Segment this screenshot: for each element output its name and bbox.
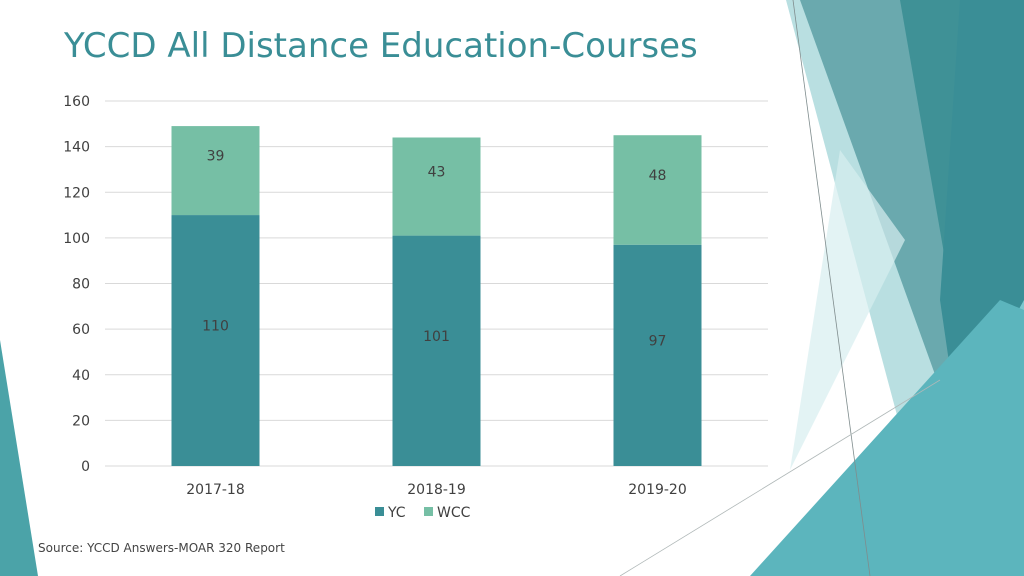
right-panel-lower <box>750 300 1024 576</box>
bar-yc <box>392 235 481 466</box>
y-tick-label: 160 <box>63 94 90 110</box>
y-tick-label: 20 <box>72 413 90 429</box>
data-label: 110 <box>202 319 229 335</box>
bar-yc <box>613 244 702 466</box>
left-edge-shape <box>0 340 38 576</box>
y-tick-label: 140 <box>63 140 90 156</box>
x-tick-label: 2019-20 <box>628 482 687 498</box>
x-tick-label: 2018-19 <box>407 482 466 498</box>
y-tick-label: 0 <box>81 459 90 475</box>
data-label: 39 <box>207 149 225 165</box>
legend-label-yc: YC <box>387 505 406 521</box>
y-tick-label: 100 <box>63 231 90 247</box>
right-panel-sheen <box>790 150 905 470</box>
source-note: Source: YCCD Answers-MOAR 320 Report <box>38 541 285 555</box>
legend-label-wcc: WCC <box>437 505 471 521</box>
data-label: 101 <box>423 329 450 345</box>
decor-line-1 <box>792 0 871 576</box>
bar-yc <box>171 215 260 466</box>
bar-wcc <box>171 126 260 216</box>
y-tick-label: 40 <box>72 368 90 384</box>
x-tick-label: 2017-18 <box>186 482 245 498</box>
y-tick-label: 120 <box>63 185 90 201</box>
legend-swatch-yc <box>375 507 384 516</box>
page-title: YCCD All Distance Education-Courses <box>64 26 698 66</box>
decor-line-2 <box>619 379 941 576</box>
data-label: 48 <box>649 168 667 184</box>
bar-wcc <box>392 137 481 236</box>
y-tick-label: 80 <box>72 277 90 293</box>
bar-wcc <box>613 135 702 245</box>
data-label: 97 <box>649 333 667 349</box>
data-label: 43 <box>428 165 446 181</box>
y-tick-label: 60 <box>72 322 90 338</box>
legend-swatch-wcc <box>424 507 433 516</box>
